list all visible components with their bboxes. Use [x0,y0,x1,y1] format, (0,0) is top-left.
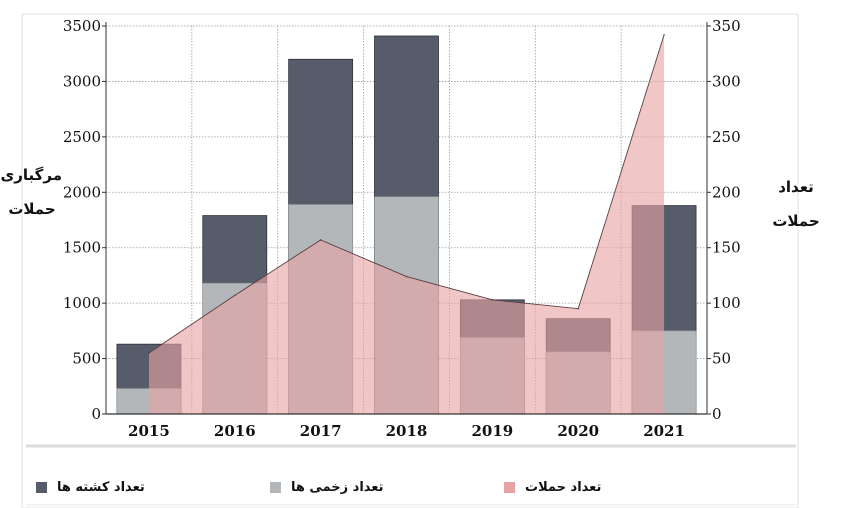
right-tick-label-350: 350 [712,17,741,35]
legend-label-attacks: تعداد حملات [525,479,602,495]
legend-swatch-injured [270,481,281,493]
left-tick-label-2000: 2000 [63,183,101,201]
left-tick-label-1000: 1000 [63,294,101,312]
right-tick-label-300: 300 [712,72,741,90]
legend-swatch-killed [36,481,47,493]
x-tick-label-2018: 2018 [386,422,428,440]
legend-swatch-attacks [504,481,515,493]
right-tick-label-50: 50 [712,350,731,368]
chart-outer-frame [21,13,799,508]
point-attacks-2020 [577,307,580,310]
x-tick-label-2020: 2020 [557,422,599,440]
x-tick-label-2015: 2015 [128,422,170,440]
x-tick-label-2021: 2021 [643,422,685,440]
legend-label-injured: تعداد زخمی ها [291,479,384,495]
left-tick-label-0: 0 [91,405,101,423]
point-attacks-2017 [319,239,322,241]
right-axis-title: تعداد حملات [772,178,820,230]
legend-item-attacks: تعداد حملات [504,477,601,497]
point-attacks-2015 [148,352,150,354]
point-attacks-2018 [405,275,408,278]
point-attacks-2019 [491,299,494,301]
x-tick-label-2016: 2016 [214,422,256,440]
left-axis-ticks: 0 500 1000 1500 2000 2500 3000 3500 [63,17,106,423]
left-tick-label-3500: 3500 [63,17,101,35]
legend-label-killed: تعداد کشته ها [57,479,145,495]
right-tick-label-150: 150 [712,239,741,257]
left-tick-label-500: 500 [72,350,101,368]
area-layer [148,34,665,415]
legend-item-injured: تعداد زخمی ها [270,477,384,497]
left-tick-label-1500: 1500 [63,239,101,257]
x-tick-label-2019: 2019 [471,422,513,440]
x-axis-ticks: 2015 2016 2017 2018 2019 2020 2021 [128,422,685,440]
left-tick-label-2500: 2500 [63,128,101,146]
left-axis-title: مرگباری حملات [0,166,62,218]
right-axis-ticks: 0 50 100 150 200 250 300 350 [707,17,741,423]
right-tick-label-250: 250 [712,128,741,146]
area-attacks [148,34,665,415]
point-attacks-2016 [233,294,236,297]
legend-item-killed: تعداد کشته ها [36,477,145,497]
axes [105,22,708,415]
point-attacks-2021 [663,34,665,36]
right-tick-label-200: 200 [712,183,741,201]
left-tick-label-3000: 3000 [63,72,101,90]
right-tick-label-100: 100 [712,294,741,312]
x-tick-label-2017: 2017 [300,422,342,440]
right-tick-label-0: 0 [712,405,722,423]
